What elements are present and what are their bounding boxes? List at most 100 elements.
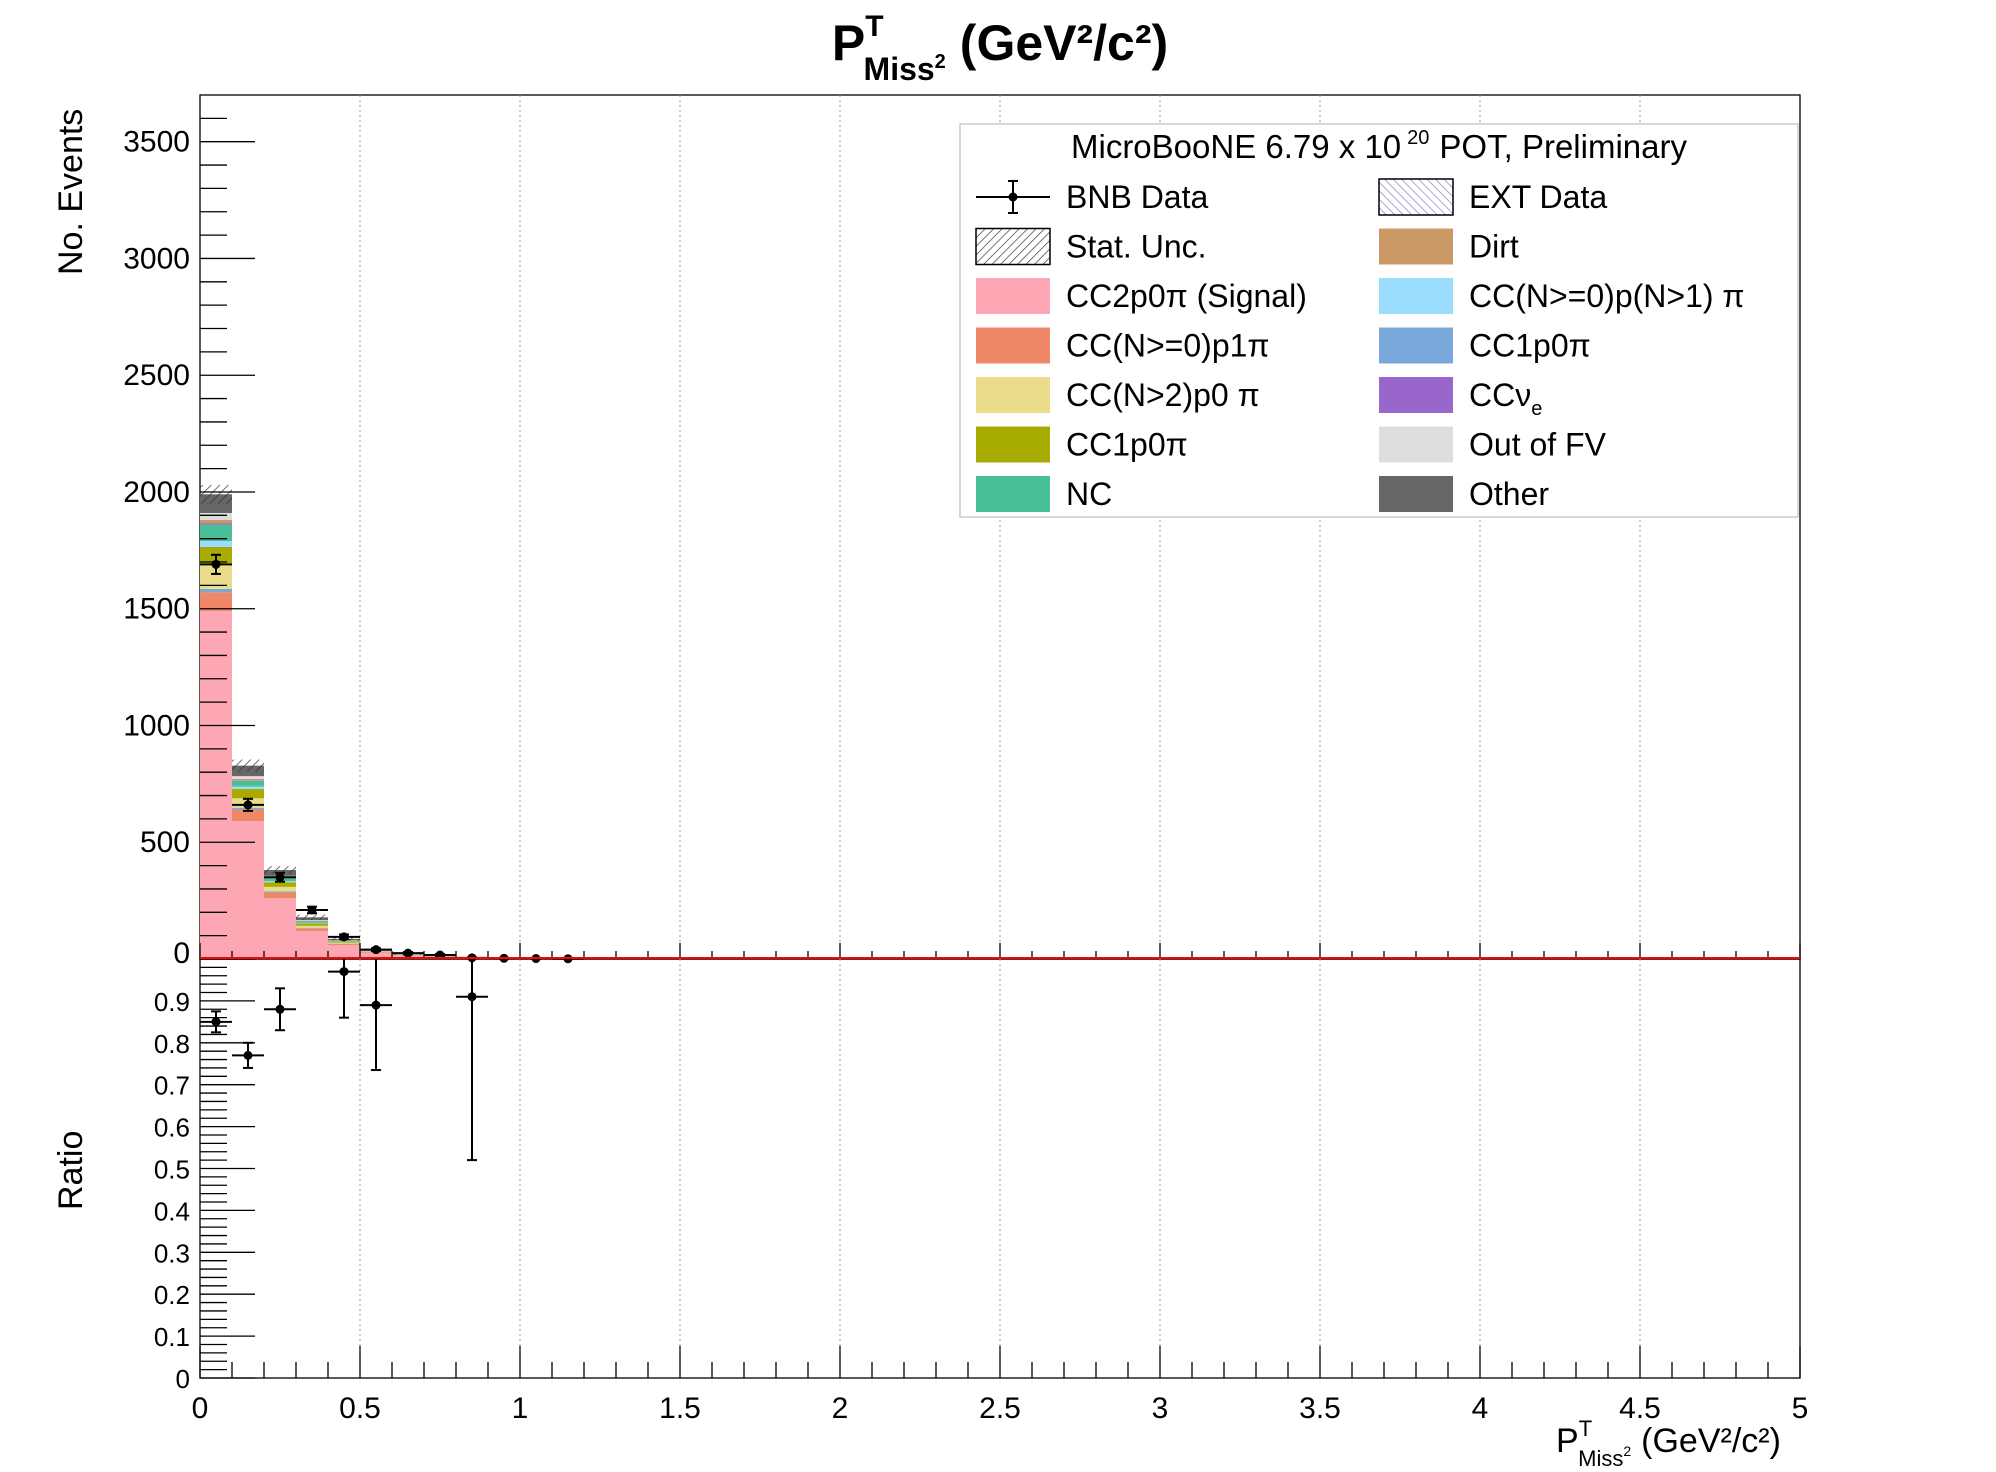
x-tick-label: 4.5 <box>1619 1392 1661 1425</box>
bar-segment <box>232 778 264 781</box>
bar-segment <box>232 789 264 799</box>
stat-unc-box <box>264 866 296 875</box>
bar-segment <box>264 898 296 959</box>
bar-segment <box>232 776 264 779</box>
data-point <box>403 948 413 958</box>
legend-label: CCνe <box>1469 377 1542 420</box>
legend-label: BNB Data <box>1066 179 1208 215</box>
x-tick-label: 3 <box>1152 1392 1169 1425</box>
legend-marker-dot <box>1008 192 1018 202</box>
legend-header: MicroBooNE 6.79 x 10 20 POT, Preliminary <box>1071 127 1687 165</box>
bar-segment <box>296 921 328 923</box>
x-tick-label: 1.5 <box>659 1392 701 1425</box>
grid-layer <box>359 95 1641 1378</box>
bar-segment <box>264 891 296 893</box>
bar-segment <box>360 952 392 959</box>
ratio-point <box>211 1017 221 1027</box>
legend-label: NC <box>1066 476 1112 512</box>
bar-segment <box>232 821 264 959</box>
legend-label: Out of FV <box>1469 427 1607 463</box>
ratio-tick-label: 0.4 <box>154 1196 190 1226</box>
x-tick-label: 3.5 <box>1299 1392 1341 1425</box>
chart-title: PT Miss2 (GeV²/c²) <box>832 10 1168 87</box>
bar-segment <box>200 512 232 520</box>
stat-unc-box <box>200 484 232 504</box>
ratio-point <box>371 1000 381 1010</box>
ratio-y-axis-label: Ratio <box>52 1131 90 1210</box>
legend-swatch <box>1379 476 1453 512</box>
x-tick-label: 0 <box>192 1392 209 1425</box>
ratio-tick-label: 0.1 <box>154 1322 190 1352</box>
ratio-tick-label: 0.9 <box>154 987 190 1017</box>
legend-label: Dirt <box>1469 229 1519 265</box>
bar-segment <box>200 524 232 542</box>
legend-swatch <box>1379 327 1453 364</box>
bar-segment <box>232 809 264 822</box>
x-tick-label: 2 <box>832 1392 849 1425</box>
data-point <box>339 932 349 942</box>
legend-label: CC1p0π <box>1469 328 1591 364</box>
ratio-tick-label: 0.8 <box>154 1029 190 1059</box>
y-tick-label: 2000 <box>123 476 190 509</box>
y-tick-label: 3500 <box>123 126 190 159</box>
ratio-tick-label: 0.3 <box>154 1238 190 1268</box>
x-tick-label: 0.5 <box>339 1392 381 1425</box>
bar-segment <box>296 922 328 924</box>
legend-swatch <box>976 426 1050 463</box>
ratio-tick-label: 0.5 <box>154 1155 190 1185</box>
x-tick-label: 2.5 <box>979 1392 1021 1425</box>
bar-segment <box>200 611 232 959</box>
legend-label: Stat. Unc. <box>1066 229 1207 265</box>
bar-segment <box>328 941 360 943</box>
ratio-tick-label: 0.7 <box>154 1071 190 1101</box>
ratio-tick-label: 0.2 <box>154 1280 190 1310</box>
legend-items: BNB Data EXT Data Stat. Unc. Dirt CC2p0π (Si… <box>975 178 1744 512</box>
legend-swatch <box>1379 426 1453 463</box>
ratio-points <box>200 959 488 1162</box>
y-tick-label: 3000 <box>123 242 190 275</box>
bar-segment <box>296 930 328 959</box>
bar-segment <box>264 892 296 899</box>
x-tick-label: 5 <box>1792 1392 1809 1425</box>
legend-label: CC1p0π <box>1066 427 1188 463</box>
bar-segment <box>200 541 232 547</box>
legend-label: CC(N>=0)p(N>1) π <box>1469 278 1744 314</box>
bar-segment <box>200 592 232 612</box>
y-tick-label: 0 <box>173 937 190 970</box>
legend-swatch <box>976 377 1050 413</box>
ratio-tick-label: 0 <box>176 1364 190 1394</box>
data-point <box>211 559 221 569</box>
legend-swatch <box>976 327 1050 364</box>
x-axis-label: PT Miss2 (GeV²/c²) <box>1556 1416 1781 1471</box>
legend-label: CC(N>2)p0 π <box>1066 377 1260 413</box>
legend-label: CC2p0π (Signal) <box>1066 278 1307 314</box>
legend-label: Other <box>1469 476 1549 512</box>
bar-segment <box>296 928 328 931</box>
bar-segment <box>296 923 328 926</box>
ratio-point <box>467 992 477 1002</box>
bar-segment <box>296 920 328 921</box>
bar-segment <box>328 943 360 945</box>
legend-swatch <box>976 476 1050 512</box>
x-tick-label: 1 <box>512 1392 529 1425</box>
x-tick-label: 4 <box>1472 1392 1489 1425</box>
y-tick-label: 1500 <box>123 593 190 626</box>
data-point <box>243 800 253 810</box>
legend-swatch <box>1379 377 1453 413</box>
bar-segment <box>264 882 296 887</box>
y-tick-label: 1000 <box>123 709 190 742</box>
y-axis-label: No. Events <box>52 109 90 275</box>
legend: MicroBooNE 6.79 x 10 20 POT, Preliminary B… <box>959 123 1799 518</box>
y-tick-label: 2500 <box>123 359 190 392</box>
stat-unc-box <box>232 759 264 772</box>
bar-segment <box>200 523 232 525</box>
legend-swatch <box>976 278 1050 314</box>
legend-swatch <box>975 227 1051 266</box>
ratio-point <box>339 967 349 977</box>
data-point <box>275 872 285 882</box>
y-tick-label: 500 <box>140 826 190 859</box>
bar-segment <box>328 942 360 944</box>
bar-segment <box>200 588 232 593</box>
stacked-bars <box>200 494 584 960</box>
